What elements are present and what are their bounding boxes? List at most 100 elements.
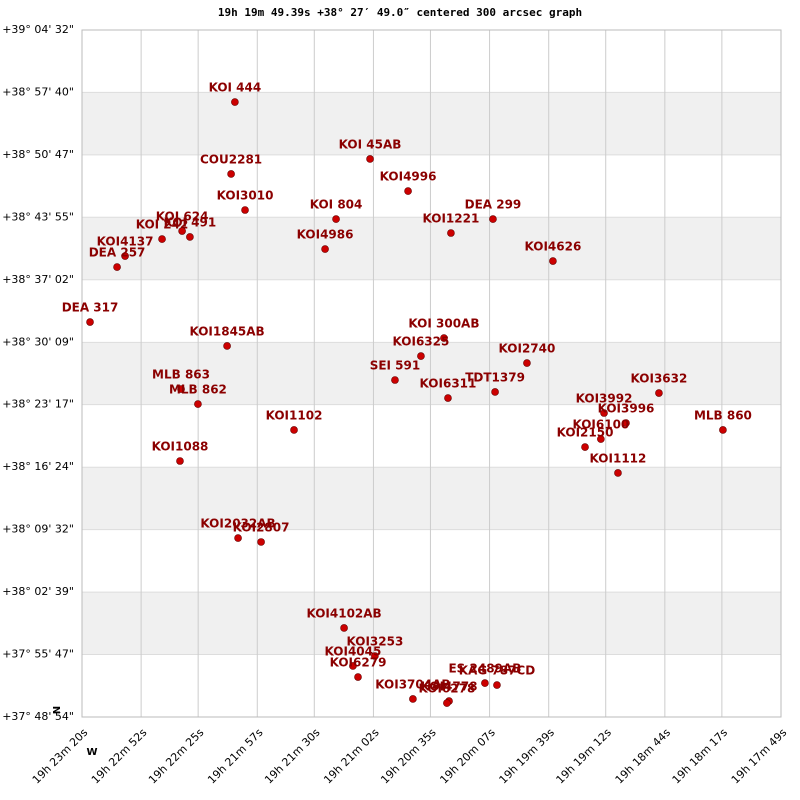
star	[186, 233, 194, 241]
star-label: KOI4102AB	[306, 606, 381, 620]
x-tick-label: 19h 20m 35s	[378, 726, 439, 787]
x-tick-label: 19h 21m 02s	[321, 726, 382, 787]
star	[622, 419, 630, 427]
star-label: KOI6100	[572, 418, 629, 432]
band	[82, 592, 781, 655]
star-label: KOI4045	[325, 644, 382, 658]
star	[493, 681, 501, 689]
west-label: W	[86, 747, 97, 758]
star	[404, 187, 412, 195]
x-tick-label: 19h 23m 20s	[30, 726, 91, 787]
star	[354, 673, 362, 681]
y-tick-label: +38° 09' 32"	[2, 523, 74, 536]
star-label: KOI2740	[499, 342, 556, 356]
x-tick-label: 19h 22m 25s	[146, 726, 207, 787]
x-tick-label: 19h 21m 57s	[205, 726, 266, 787]
plot-frame	[81, 29, 782, 718]
star-label: KOI1088	[152, 440, 209, 454]
star	[366, 155, 374, 163]
star-label: KOI 242	[136, 218, 189, 232]
star	[597, 435, 605, 443]
star	[349, 662, 357, 670]
star	[340, 624, 348, 632]
star	[489, 215, 497, 223]
star	[113, 263, 121, 271]
star-label: KOI3992	[576, 392, 633, 406]
star-label: KOI1102	[266, 408, 323, 422]
star-label: KOI6278	[419, 682, 476, 696]
star-label: KOI6311	[420, 377, 477, 391]
star-label: KOI2032AB	[200, 517, 275, 531]
star-label: KOI3996	[598, 402, 655, 416]
star	[614, 469, 622, 477]
star-label: KOI 300AB	[408, 317, 479, 331]
star-label: KOI 804	[310, 198, 363, 212]
star-label: KOI1112	[590, 451, 647, 465]
star	[581, 443, 589, 451]
x-tick-label: 19h 18m 44s	[613, 726, 674, 787]
star	[241, 206, 249, 214]
star	[443, 699, 451, 707]
star-label: TDT1379	[465, 370, 525, 384]
x-tick-label: 19h 19m 39s	[497, 726, 558, 787]
star-label: KOI2150	[557, 426, 614, 440]
star	[600, 409, 608, 417]
star-label: KOI6279	[330, 656, 387, 670]
star-label: DEA 299	[465, 198, 522, 212]
chart-title: 19h 19m 49.39s +38° 27′ 49.0″ centered 3…	[218, 6, 582, 19]
star	[321, 245, 329, 253]
star	[158, 235, 166, 243]
star-label: KOI1221	[423, 212, 480, 226]
star	[223, 342, 231, 350]
star-label: KOI 491	[164, 215, 217, 229]
star-label: KAG 787CD	[459, 664, 535, 678]
y-tick-label: +38° 57' 40"	[2, 85, 74, 98]
star	[491, 388, 499, 396]
x-tick-label: 19h 20m 07s	[437, 726, 498, 787]
star-label: MLB 863	[152, 368, 210, 382]
star-label: SEI 591	[370, 359, 421, 373]
star	[719, 426, 727, 434]
star-label: KOI6325	[393, 335, 450, 349]
star-label: KOI4986	[297, 228, 354, 242]
star	[121, 252, 129, 260]
band	[82, 92, 781, 155]
star-label: KOI3632	[631, 372, 688, 386]
star	[231, 98, 239, 106]
star	[409, 695, 417, 703]
star-label: KOI4996	[380, 170, 437, 184]
x-tick-label: 19h 21m 30s	[262, 726, 323, 787]
star	[86, 318, 94, 326]
y-tick-label: +38° 16' 24"	[2, 460, 74, 473]
y-tick-label: +37° 55' 47"	[2, 647, 74, 660]
star	[391, 376, 399, 384]
star-label: KOI3704AB	[375, 677, 450, 691]
star-label: ES 2489AB	[448, 662, 521, 676]
star	[177, 385, 185, 393]
y-tick-label: +37° 48' 54"	[2, 710, 74, 723]
star	[194, 400, 202, 408]
star	[417, 352, 425, 360]
star-label: KOI 45AB	[339, 137, 402, 151]
x-tick-label: 19h 19m 12s	[554, 726, 615, 787]
star-label: KOI3253	[346, 634, 403, 648]
y-tick-label: +38° 43' 55"	[2, 210, 74, 223]
star-label: KOI4137	[97, 235, 154, 249]
star	[444, 394, 452, 402]
star	[549, 257, 557, 265]
star	[227, 170, 235, 178]
star	[290, 426, 298, 434]
y-tick-label: +38° 02' 39"	[2, 585, 74, 598]
north-label: N	[52, 706, 63, 714]
x-tick-label: 19h 17m 49s	[729, 726, 790, 787]
star-label: KOI3010	[217, 189, 274, 203]
star-label: MLB 860	[694, 408, 752, 422]
y-tick-label: +39° 04' 32"	[2, 23, 74, 36]
star-label: KOI4778	[421, 680, 478, 694]
star-label: KOI4626	[525, 240, 582, 254]
star-label: KOI 624	[156, 210, 209, 224]
star-label: DEA 257	[89, 246, 146, 260]
star-label: COU2281	[200, 152, 262, 166]
band	[82, 467, 781, 530]
